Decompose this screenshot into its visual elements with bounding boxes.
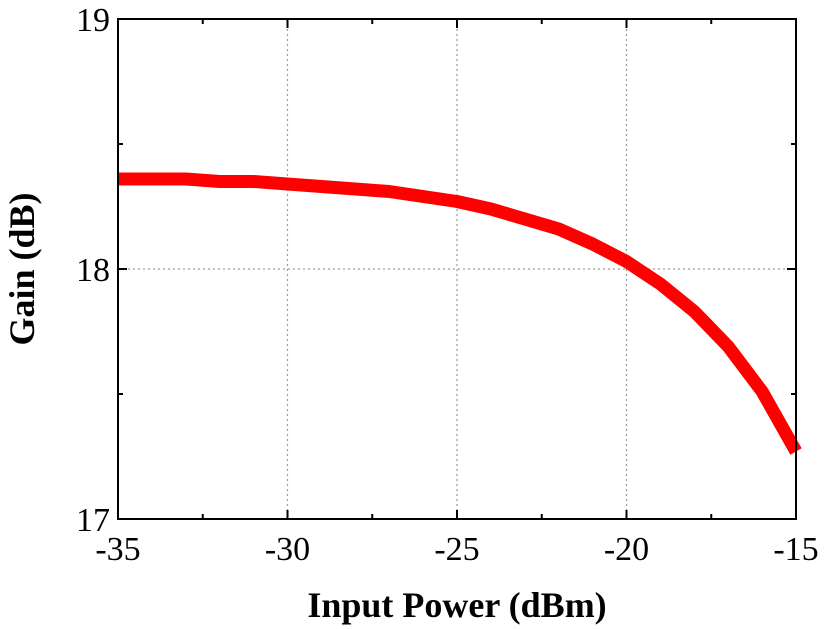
data-point [185,178,187,180]
data-point [490,208,492,210]
data-point [558,228,560,230]
tick-marks [117,18,797,520]
data-point [626,261,627,262]
grid-lines [118,19,796,519]
x-tick-label: -15 [773,531,818,568]
data-point [151,178,153,180]
y-tick-labels: 17 18 19 [76,2,110,539]
data-point [320,186,322,187]
data-point [388,191,390,192]
data-point [422,196,424,197]
data-point [693,311,695,312]
x-tick-label: -30 [265,531,310,568]
y-tick-label: 17 [76,502,110,539]
x-tick-labels: -35 -30 -25 -20 -15 [95,531,818,568]
data-point [456,201,458,202]
y-tick-label: 19 [76,2,110,39]
y-axis-title: Gain (dB) [2,192,42,345]
data-point [592,243,594,245]
x-tick-label: -25 [434,531,479,568]
data-point [524,218,526,220]
data-point [727,346,729,347]
y-tick-label: 18 [76,252,110,289]
x-tick-label: -35 [95,531,140,568]
data-point [354,188,356,190]
data-point [761,391,763,392]
data-point [253,181,255,182]
data-point [659,283,661,285]
data-point [287,183,288,185]
x-axis-title: Input Power (dBm) [307,585,606,625]
data-point [219,181,221,182]
x-tick-label: -20 [604,531,649,568]
